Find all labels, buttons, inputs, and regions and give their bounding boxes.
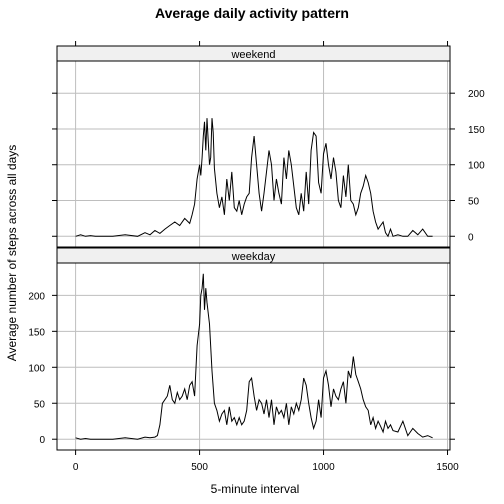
panel-border-weekday [56,262,451,451]
series-line-weekend [75,118,433,238]
x-axis-label: 5-minute interval [211,482,300,496]
y-axis-label: Average number of steps across all days [5,145,19,362]
y-tick-label-weekday-200: 200 [28,291,45,302]
x-tick-label-0: 0 [73,462,79,473]
strip-label-weekend: weekend [230,49,275,61]
panel-weekend: weekend 0 50 100 150 200 [52,45,485,248]
panels: weekend 0 50 100 150 200 weekday 0 50 100 150 200 0 5… [28,41,485,473]
y-tick-label-weekday-150: 150 [28,327,45,338]
y-tick-label-weekend-150: 150 [468,125,485,136]
x-tick-label-1500: 1500 [436,462,459,473]
x-tick-label-1000: 1000 [312,462,335,473]
x-tick-label-500: 500 [191,462,208,473]
strip-label-weekday: weekday [231,251,276,263]
y-tick-label-weekend-0: 0 [468,232,474,243]
chart-title: Average daily activity pattern [155,5,349,21]
y-tick-label-weekend-100: 100 [468,161,485,172]
y-tick-label-weekend-200: 200 [468,89,485,100]
series-line-weekday [75,273,433,440]
y-tick-label-weekend-50: 50 [468,197,480,208]
panel-border-weekend [56,60,451,248]
y-tick-label-weekday-0: 0 [39,435,45,446]
y-tick-label-weekday-50: 50 [34,399,46,410]
panel-weekday: weekday 0 50 100 150 200 [28,247,455,451]
y-tick-label-weekday-100: 100 [28,363,45,374]
